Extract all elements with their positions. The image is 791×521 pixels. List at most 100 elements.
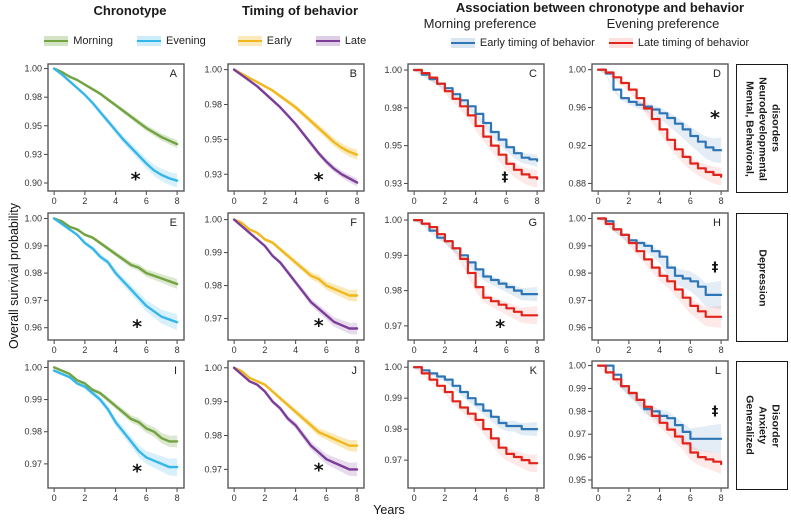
svg-text:0.98: 0.98 bbox=[204, 99, 222, 109]
svg-text:0.97: 0.97 bbox=[24, 295, 42, 305]
legend-label-early: Early bbox=[266, 35, 292, 47]
svg-text:6: 6 bbox=[688, 196, 693, 206]
svg-text:0: 0 bbox=[52, 345, 57, 355]
column-title-chronotype: Chronotype bbox=[93, 3, 167, 18]
y-axis-label: Overall survival probability bbox=[7, 203, 21, 349]
svg-text:6: 6 bbox=[504, 493, 509, 503]
svg-text:0.95: 0.95 bbox=[384, 141, 402, 151]
svg-text:2: 2 bbox=[442, 493, 447, 503]
panel-C-morningpref-mental: 1.00 0.98 0.95 0.93 0 2 4 6 8 C ‡ bbox=[384, 63, 545, 206]
svg-text:1.00: 1.00 bbox=[568, 213, 586, 223]
svg-text:8: 8 bbox=[535, 493, 540, 503]
svg-text:2: 2 bbox=[442, 345, 447, 355]
svg-text:0.99: 0.99 bbox=[568, 383, 586, 393]
svg-text:6: 6 bbox=[688, 345, 693, 355]
svg-text:8: 8 bbox=[175, 345, 180, 355]
svg-text:0.96: 0.96 bbox=[568, 103, 586, 113]
svg-text:2: 2 bbox=[262, 196, 267, 206]
svg-text:*: * bbox=[314, 459, 324, 481]
svg-text:2: 2 bbox=[626, 345, 631, 355]
svg-text:D: D bbox=[713, 68, 721, 80]
svg-text:1.00: 1.00 bbox=[24, 64, 42, 74]
svg-text:8: 8 bbox=[355, 345, 360, 355]
svg-text:1.00: 1.00 bbox=[204, 65, 222, 75]
svg-text:0.98: 0.98 bbox=[204, 281, 222, 291]
late-timing-line-swatch bbox=[608, 38, 633, 48]
subtitle-evening-preference: Evening preference bbox=[606, 16, 720, 31]
row-label-depression: Depression bbox=[756, 248, 769, 307]
svg-text:0.96: 0.96 bbox=[568, 452, 586, 462]
svg-text:0.98: 0.98 bbox=[384, 103, 402, 113]
svg-text:0.99: 0.99 bbox=[384, 250, 402, 260]
svg-text:0.95: 0.95 bbox=[24, 121, 42, 131]
svg-text:4: 4 bbox=[657, 493, 662, 503]
svg-text:4: 4 bbox=[473, 196, 478, 206]
svg-text:*: * bbox=[132, 460, 142, 482]
row-label-mental: Mental, Behavioral, Neurodevelopmental d… bbox=[743, 76, 782, 181]
panel-A-chronotype-mental: 1.00 0.98 0.95 0.93 0.90 0 2 4 6 8 A * bbox=[24, 63, 185, 206]
svg-text:6: 6 bbox=[144, 493, 149, 503]
svg-text:0.99: 0.99 bbox=[384, 393, 402, 403]
svg-text:4: 4 bbox=[113, 345, 118, 355]
legend-chronotype: Morning Evening bbox=[30, 35, 220, 47]
svg-text:1.00: 1.00 bbox=[204, 215, 222, 225]
svg-text:6: 6 bbox=[324, 196, 329, 206]
row-label-box-mental: Mental, Behavioral, Neurodevelopmental d… bbox=[736, 64, 788, 193]
svg-text:0.93: 0.93 bbox=[384, 178, 402, 188]
svg-text:A: A bbox=[170, 68, 178, 80]
svg-text:0.99: 0.99 bbox=[24, 395, 42, 405]
svg-text:H: H bbox=[713, 217, 721, 229]
legend-association: Early timing of behavior Late timing of … bbox=[420, 37, 780, 49]
svg-text:8: 8 bbox=[535, 345, 540, 355]
svg-text:0.98: 0.98 bbox=[24, 92, 42, 102]
svg-text:F: F bbox=[350, 217, 357, 229]
svg-text:4: 4 bbox=[657, 196, 662, 206]
svg-text:0.93: 0.93 bbox=[24, 149, 42, 159]
svg-text:0.96: 0.96 bbox=[24, 323, 42, 333]
panel-D-eveningpref-mental: 1.00 0.96 0.92 0.88 0 2 4 6 8 D * bbox=[568, 63, 729, 206]
legend-item-late: Late bbox=[315, 35, 366, 47]
panel-J-timing-gad: 1.00 0.99 0.98 0.97 0 2 4 6 8 J * bbox=[204, 360, 365, 503]
svg-text:1.00: 1.00 bbox=[24, 213, 42, 223]
svg-text:0: 0 bbox=[232, 345, 237, 355]
svg-text:0.95: 0.95 bbox=[204, 134, 222, 144]
svg-text:0.99: 0.99 bbox=[204, 397, 222, 407]
legend-label-late-timing: Late timing of behavior bbox=[637, 37, 750, 49]
svg-text:6: 6 bbox=[504, 196, 509, 206]
svg-text:0.98: 0.98 bbox=[24, 427, 42, 437]
svg-text:0.95: 0.95 bbox=[568, 475, 586, 485]
column-title-association: Association between chronotype and behav… bbox=[455, 0, 745, 15]
legend-item-morning: Morning bbox=[44, 35, 113, 47]
svg-text:0.99: 0.99 bbox=[568, 241, 586, 251]
svg-text:0: 0 bbox=[232, 196, 237, 206]
early-line-swatch bbox=[237, 36, 262, 46]
svg-text:0: 0 bbox=[412, 493, 417, 503]
svg-text:0: 0 bbox=[232, 493, 237, 503]
svg-text:0.97: 0.97 bbox=[204, 464, 222, 474]
svg-text:8: 8 bbox=[719, 345, 724, 355]
legend-timing: Early Late bbox=[212, 35, 392, 47]
svg-text:8: 8 bbox=[175, 196, 180, 206]
svg-text:1.00: 1.00 bbox=[384, 362, 402, 372]
svg-text:1.00: 1.00 bbox=[568, 65, 586, 75]
row-label-box-depression: Depression bbox=[736, 213, 788, 342]
svg-text:0.93: 0.93 bbox=[204, 169, 222, 179]
svg-text:6: 6 bbox=[688, 493, 693, 503]
svg-text:4: 4 bbox=[473, 493, 478, 503]
legend-item-late-timing: Late timing of behavior bbox=[608, 37, 750, 49]
panel-I-chronotype-gad: 1.00 0.99 0.98 0.97 0 2 4 6 8 I * bbox=[24, 360, 185, 503]
row-label-gad: Generalized Anxiety Disorder bbox=[743, 395, 782, 456]
svg-text:‡: ‡ bbox=[712, 261, 719, 276]
svg-text:0.98: 0.98 bbox=[384, 424, 402, 434]
svg-text:*: * bbox=[710, 107, 720, 129]
svg-text:6: 6 bbox=[144, 345, 149, 355]
svg-text:8: 8 bbox=[175, 493, 180, 503]
legend-label-early-timing: Early timing of behavior bbox=[479, 37, 595, 49]
svg-text:8: 8 bbox=[535, 196, 540, 206]
legend-item-early-timing: Early timing of behavior bbox=[450, 37, 595, 49]
svg-text:*: * bbox=[495, 316, 505, 338]
svg-text:*: * bbox=[131, 168, 141, 190]
svg-text:0: 0 bbox=[412, 345, 417, 355]
svg-text:0.97: 0.97 bbox=[568, 429, 586, 439]
early-timing-line-swatch bbox=[450, 38, 475, 48]
